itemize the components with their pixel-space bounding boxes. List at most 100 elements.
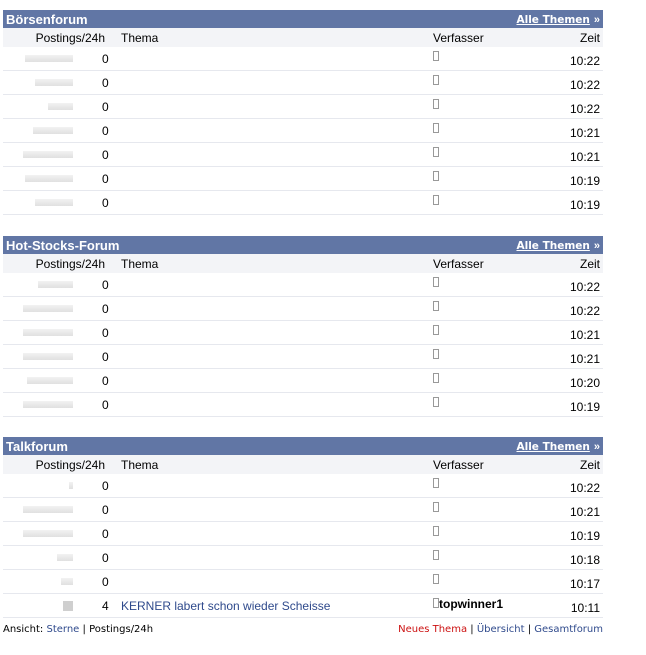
activity-bar bbox=[35, 199, 73, 206]
col-thema[interactable]: Thema bbox=[121, 457, 159, 472]
col-thema[interactable]: Thema bbox=[121, 30, 159, 45]
user-status-icon bbox=[433, 598, 439, 608]
table-row[interactable]: 0 10:19 bbox=[3, 393, 603, 417]
col-thema[interactable]: Thema bbox=[121, 256, 159, 271]
time: 10:22 bbox=[569, 279, 600, 294]
time: 10:22 bbox=[569, 480, 600, 495]
col-verfasser[interactable]: Verfasser bbox=[433, 457, 484, 472]
table-row[interactable]: 0 10:22 bbox=[3, 95, 603, 119]
activity-bar bbox=[27, 377, 73, 384]
time: 10:11 bbox=[570, 600, 600, 615]
double-chevron-right-icon[interactable]: » bbox=[593, 441, 600, 453]
table-row[interactable]: 0 10:22 bbox=[3, 474, 603, 498]
author[interactable]: topwinner1 bbox=[439, 597, 504, 611]
activity-bar bbox=[69, 482, 73, 489]
time: 10:22 bbox=[569, 77, 600, 92]
time: 10:22 bbox=[569, 303, 600, 318]
section-title: Talkforum bbox=[6, 438, 68, 454]
view-options: Ansicht: Sterne | Postings/24h bbox=[3, 624, 153, 635]
time: 10:20 bbox=[569, 375, 600, 390]
activity-bar bbox=[57, 554, 73, 561]
activity-bar bbox=[23, 151, 73, 158]
time: 10:22 bbox=[569, 101, 600, 116]
col-postings[interactable]: Postings/24h bbox=[35, 256, 105, 271]
separator: | bbox=[82, 624, 86, 635]
user-status-icon bbox=[433, 277, 439, 287]
view-stars-link[interactable]: Sterne bbox=[46, 624, 80, 635]
new-topic-link[interactable]: Neues Thema bbox=[398, 624, 468, 635]
activity-bar bbox=[23, 401, 73, 408]
user-status-icon bbox=[433, 502, 439, 512]
overview-link[interactable]: Übersicht bbox=[476, 624, 525, 635]
column-headers: Postings/24h Thema Verfasser Zeit bbox=[3, 28, 603, 47]
whole-forum-link[interactable]: Gesamtforum bbox=[534, 624, 603, 635]
footer-links: Neues Thema | Übersicht | Gesamtforum bbox=[398, 624, 603, 635]
view-label: Ansicht: bbox=[3, 624, 44, 635]
footer: Ansicht: Sterne | Postings/24h Neues The… bbox=[3, 624, 603, 635]
time: 10:19 bbox=[569, 197, 600, 212]
user-status-icon bbox=[433, 301, 439, 311]
activity-bar bbox=[48, 103, 73, 110]
table-row[interactable]: 0 10:22 bbox=[3, 47, 603, 71]
user-status-icon bbox=[433, 75, 439, 85]
double-chevron-right-icon[interactable]: » bbox=[593, 14, 600, 26]
table-row[interactable]: 0 10:22 bbox=[3, 71, 603, 95]
time: 10:21 bbox=[569, 149, 600, 164]
col-verfasser[interactable]: Verfasser bbox=[433, 256, 484, 271]
table-row[interactable]: 0 10:22 bbox=[3, 273, 603, 297]
separator: | bbox=[470, 624, 474, 635]
view-postings-current: Postings/24h bbox=[89, 624, 154, 635]
activity-bar bbox=[23, 530, 73, 537]
user-status-icon bbox=[433, 526, 439, 536]
time: 10:21 bbox=[569, 504, 600, 519]
table-row[interactable]: 0 10:21 bbox=[3, 119, 603, 143]
col-verfasser[interactable]: Verfasser bbox=[433, 30, 484, 45]
time: 10:17 bbox=[569, 576, 600, 591]
table-row[interactable]: 0 10:22 bbox=[3, 297, 603, 321]
separator: | bbox=[527, 624, 532, 635]
activity-bar bbox=[23, 305, 73, 312]
section-header: Hot-Stocks-Forum Alle Themen» bbox=[3, 236, 603, 254]
time: 10:21 bbox=[569, 351, 600, 366]
activity-bar bbox=[23, 506, 73, 513]
col-postings[interactable]: Postings/24h bbox=[35, 457, 105, 472]
section-talkforum: Talkforum Alle Themen» Postings/24h Them… bbox=[3, 437, 603, 618]
all-topics-link[interactable]: Alle Themen bbox=[516, 14, 590, 26]
section-header: Talkforum Alle Themen» bbox=[3, 437, 603, 455]
activity-bar bbox=[23, 329, 73, 336]
table-row[interactable]: 0 10:21 bbox=[3, 321, 603, 345]
user-status-icon bbox=[433, 325, 439, 335]
topic-link[interactable]: KERNER labert schon wieder Scheisse bbox=[121, 598, 331, 613]
all-topics-link[interactable]: Alle Themen bbox=[516, 441, 590, 453]
col-zeit[interactable]: Zeit bbox=[579, 30, 600, 45]
table-row[interactable]: 0 10:17 bbox=[3, 570, 603, 594]
time: 10:19 bbox=[569, 399, 600, 414]
col-postings[interactable]: Postings/24h bbox=[35, 30, 105, 45]
table-row[interactable]: 4 KERNER labert schon wieder Scheisse to… bbox=[3, 594, 603, 618]
user-status-icon bbox=[433, 478, 439, 488]
table-row[interactable]: 0 10:21 bbox=[3, 143, 603, 167]
table-row[interactable]: 0 10:19 bbox=[3, 191, 603, 215]
activity-bar bbox=[33, 127, 73, 134]
activity-bar bbox=[25, 175, 73, 182]
all-topics-link[interactable]: Alle Themen bbox=[516, 240, 590, 252]
col-zeit[interactable]: Zeit bbox=[579, 457, 600, 472]
user-status-icon bbox=[433, 373, 439, 383]
table-row[interactable]: 0 10:21 bbox=[3, 345, 603, 369]
section-title: Hot-Stocks-Forum bbox=[6, 237, 120, 253]
user-status-icon bbox=[433, 349, 439, 359]
table-row[interactable]: 0 10:18 bbox=[3, 546, 603, 570]
table-row[interactable]: 0 10:21 bbox=[3, 498, 603, 522]
time: 10:21 bbox=[569, 125, 600, 140]
col-zeit[interactable]: Zeit bbox=[579, 256, 600, 271]
table-row[interactable]: 0 10:19 bbox=[3, 167, 603, 191]
section-header: Börsenforum Alle Themen» bbox=[3, 10, 603, 28]
section-boersenforum: Börsenforum Alle Themen» Postings/24h Th… bbox=[3, 10, 603, 215]
table-row[interactable]: 0 10:19 bbox=[3, 522, 603, 546]
column-headers: Postings/24h Thema Verfasser Zeit bbox=[3, 455, 603, 474]
double-chevron-right-icon[interactable]: » bbox=[593, 240, 600, 252]
table-row[interactable]: 0 10:20 bbox=[3, 369, 603, 393]
time: 10:22 bbox=[569, 53, 600, 68]
activity-bar bbox=[23, 353, 73, 360]
user-status-icon bbox=[433, 123, 439, 133]
